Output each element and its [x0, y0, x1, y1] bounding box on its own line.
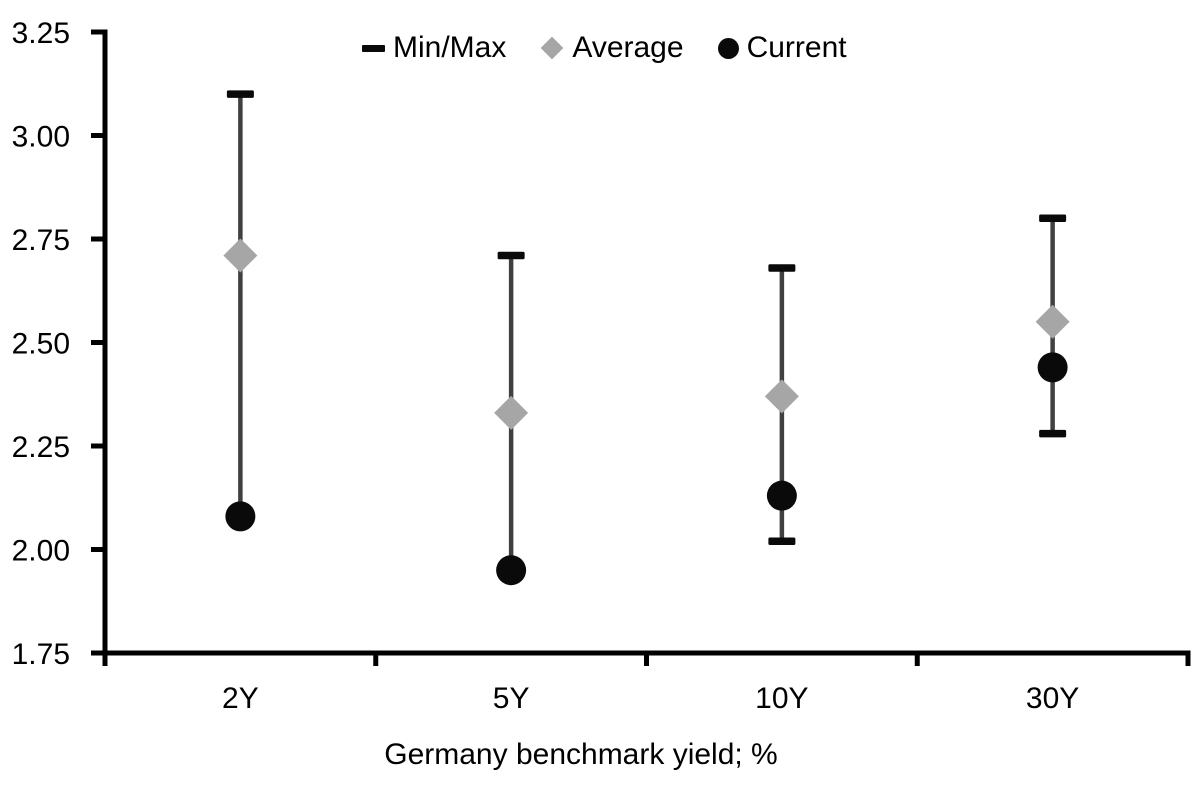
- average-marker-5Y: [494, 395, 529, 430]
- current-marker-5Y: [496, 555, 527, 586]
- y-tick-label: 3.00: [12, 120, 70, 153]
- legend-item-average: Average: [540, 31, 684, 66]
- x-tick-label: 10Y: [755, 682, 808, 715]
- max-cap-10Y: [768, 264, 796, 272]
- y-tick-label: 2.00: [12, 534, 70, 567]
- max-cap-2Y: [226, 90, 254, 98]
- min-cap-10Y: [768, 537, 796, 545]
- y-tick-label: 2.50: [12, 327, 70, 360]
- minmax-dash-icon: [362, 44, 385, 52]
- y-tick-label: 3.25: [12, 17, 70, 50]
- x-tick-label: 30Y: [1026, 682, 1079, 715]
- current-marker-30Y: [1037, 352, 1068, 383]
- legend-label-average: Average: [572, 31, 684, 64]
- y-tick-label: 1.75: [12, 638, 70, 671]
- y-tick-label: 2.25: [12, 431, 70, 464]
- legend: Min/Max Average Current: [362, 31, 847, 66]
- x-tick-label: 5Y: [493, 682, 530, 715]
- average-marker-10Y: [764, 379, 799, 414]
- y-tick-label: 2.75: [12, 224, 70, 257]
- legend-label-current: Current: [746, 31, 847, 64]
- average-marker-30Y: [1035, 304, 1070, 339]
- x-tick-label: 2Y: [222, 682, 259, 715]
- legend-item-current: Current: [717, 31, 847, 66]
- legend-item-minmax: Min/Max: [362, 31, 506, 66]
- max-cap-5Y: [497, 251, 525, 260]
- average-marker-2Y: [223, 238, 258, 273]
- current-marker-2Y: [225, 501, 256, 532]
- max-cap-30Y: [1039, 214, 1067, 223]
- legend-label-minmax: Min/Max: [393, 31, 507, 64]
- current-circle-icon: [717, 37, 739, 59]
- average-diamond-icon: [540, 36, 564, 60]
- x-axis-title: Germany benchmark yield; %: [384, 738, 778, 771]
- current-marker-10Y: [766, 480, 797, 511]
- min-cap-30Y: [1039, 429, 1067, 438]
